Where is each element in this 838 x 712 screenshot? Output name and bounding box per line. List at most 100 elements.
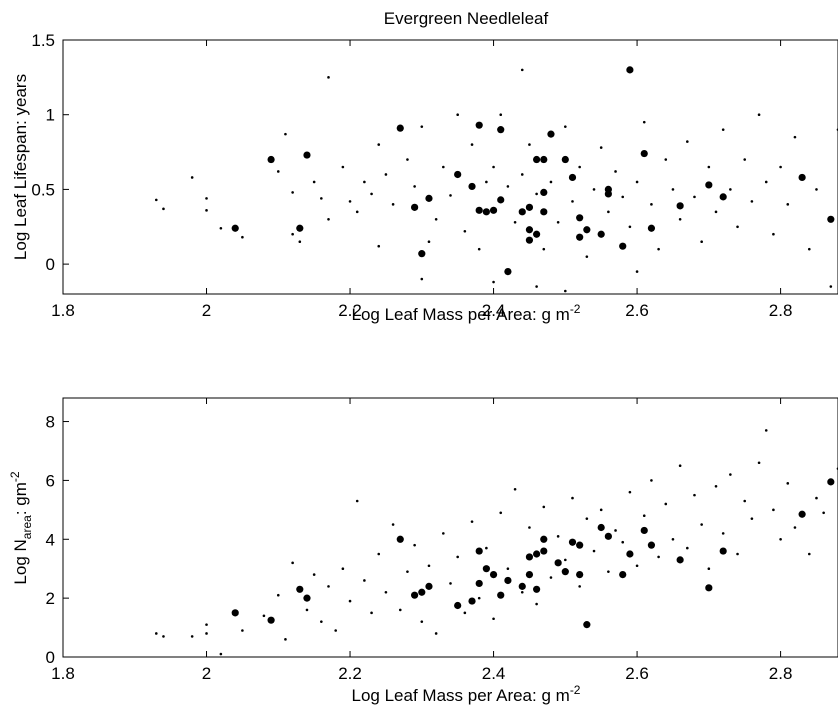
- scatter-point: [626, 66, 634, 74]
- scatter-point: [705, 181, 713, 189]
- scatter-point: [219, 652, 223, 656]
- scatter-point: [298, 240, 302, 244]
- scatter-point: [363, 579, 366, 582]
- scatter-point: [599, 146, 603, 149]
- scatter-point: [475, 121, 483, 129]
- x-axis-ticks-top: 1.8 2 2.2 2.4 2.6 2.8: [51, 40, 792, 320]
- chart-title: Evergreen Needleleaf: [384, 9, 549, 28]
- scatter-point: [497, 126, 505, 134]
- scatter-point: [772, 232, 775, 236]
- scatter-point: [719, 547, 727, 555]
- scatter-point: [291, 191, 294, 194]
- scatter-point: [205, 623, 208, 626]
- scatter-point: [482, 565, 490, 573]
- scatter-point: [640, 149, 648, 158]
- scatter-point: [719, 193, 727, 201]
- scatter-point: [205, 197, 208, 200]
- scatter-point: [757, 113, 761, 117]
- scatter-point: [504, 576, 512, 585]
- scatter-point: [540, 188, 548, 196]
- scatter-point: [513, 487, 517, 491]
- scatter-point: [154, 632, 158, 635]
- scatter-point: [296, 224, 304, 232]
- scatter-point: [676, 556, 684, 564]
- scatter-point: [647, 541, 656, 549]
- x-axis-label-bottom: Log Leaf Mass per Area: g m-2: [352, 683, 581, 705]
- scatter-point: [355, 210, 359, 214]
- scatter-point: [540, 547, 548, 555]
- x-tick-label: 2.8: [769, 301, 793, 320]
- scatter-point: [714, 484, 718, 488]
- scatter-point: [798, 510, 806, 518]
- scatter-point: [714, 210, 718, 214]
- scatter-point: [542, 505, 546, 509]
- scatter-point: [190, 635, 194, 638]
- scatter-point: [303, 151, 311, 159]
- scatter-point: [743, 158, 747, 161]
- scatter-point: [425, 582, 433, 590]
- scatter-point: [291, 232, 294, 236]
- scatter-point: [671, 537, 675, 541]
- scatter-point: [592, 549, 596, 553]
- scatter-point: [276, 593, 280, 597]
- scatter-point: [664, 158, 668, 161]
- scatter-point: [468, 597, 476, 605]
- scatter-point: [241, 629, 244, 632]
- scatter-point: [291, 561, 294, 565]
- scatter-point: [520, 173, 524, 176]
- scatter-point: [798, 173, 806, 182]
- scatter-point: [334, 629, 337, 632]
- scatter-point: [391, 523, 395, 526]
- scatter-point: [284, 132, 287, 136]
- scatter-point: [578, 165, 581, 169]
- scatter-point: [779, 537, 782, 541]
- scatter-point: [815, 188, 818, 191]
- scatter-point: [449, 582, 452, 585]
- scatter-point: [377, 143, 381, 146]
- scatter-point: [664, 502, 668, 506]
- scatter-point: [477, 247, 481, 251]
- scatter-point: [442, 532, 445, 535]
- scatter-point: [547, 130, 555, 138]
- scatter-point: [535, 285, 538, 288]
- scatter-point: [525, 553, 534, 561]
- scatter-point: [604, 532, 612, 540]
- scatter-point: [267, 616, 275, 624]
- scatter-point: [262, 614, 266, 618]
- scatter-point: [463, 611, 467, 615]
- scatter-point: [779, 165, 782, 169]
- scatter-point: [377, 244, 381, 248]
- scatter-point: [327, 585, 330, 588]
- scatter-point: [571, 496, 574, 500]
- scatter-point: [592, 188, 596, 191]
- scatter-point: [413, 543, 416, 547]
- scatter-point: [489, 206, 498, 214]
- scatter-point: [571, 200, 574, 203]
- scatter-point: [162, 635, 165, 638]
- scatter-point: [370, 192, 373, 196]
- scatter-point: [384, 590, 388, 594]
- scatter-point: [576, 214, 584, 222]
- x-tick-label: 2.6: [625, 301, 649, 320]
- scatter-point: [556, 535, 560, 538]
- scatter-point: [607, 570, 610, 573]
- x-tick-label: 1.8: [51, 301, 75, 320]
- scatter-point: [736, 225, 739, 229]
- scatter-point: [721, 128, 725, 131]
- scatter-point: [564, 558, 567, 562]
- scatter-point: [578, 585, 581, 588]
- scatter-point: [420, 620, 424, 623]
- scatter-point: [497, 196, 505, 204]
- scatter-point: [736, 552, 739, 556]
- scatter-point: [518, 208, 526, 216]
- scatter-point: [533, 550, 541, 558]
- panel-bottom: 1.8 2 2.2 2.4 2.6 2.8 0 2 4 6 8 Log Leaf Mass per…: [8, 397, 838, 705]
- scatter-point: [561, 155, 569, 164]
- scatter-point: [456, 555, 459, 559]
- scatter-point: [599, 508, 603, 512]
- scatter-point: [499, 113, 503, 117]
- scatter-point: [549, 180, 553, 184]
- scatter-point: [520, 68, 524, 72]
- scatter-point: [619, 242, 627, 250]
- y-tick-label: 8: [46, 413, 55, 432]
